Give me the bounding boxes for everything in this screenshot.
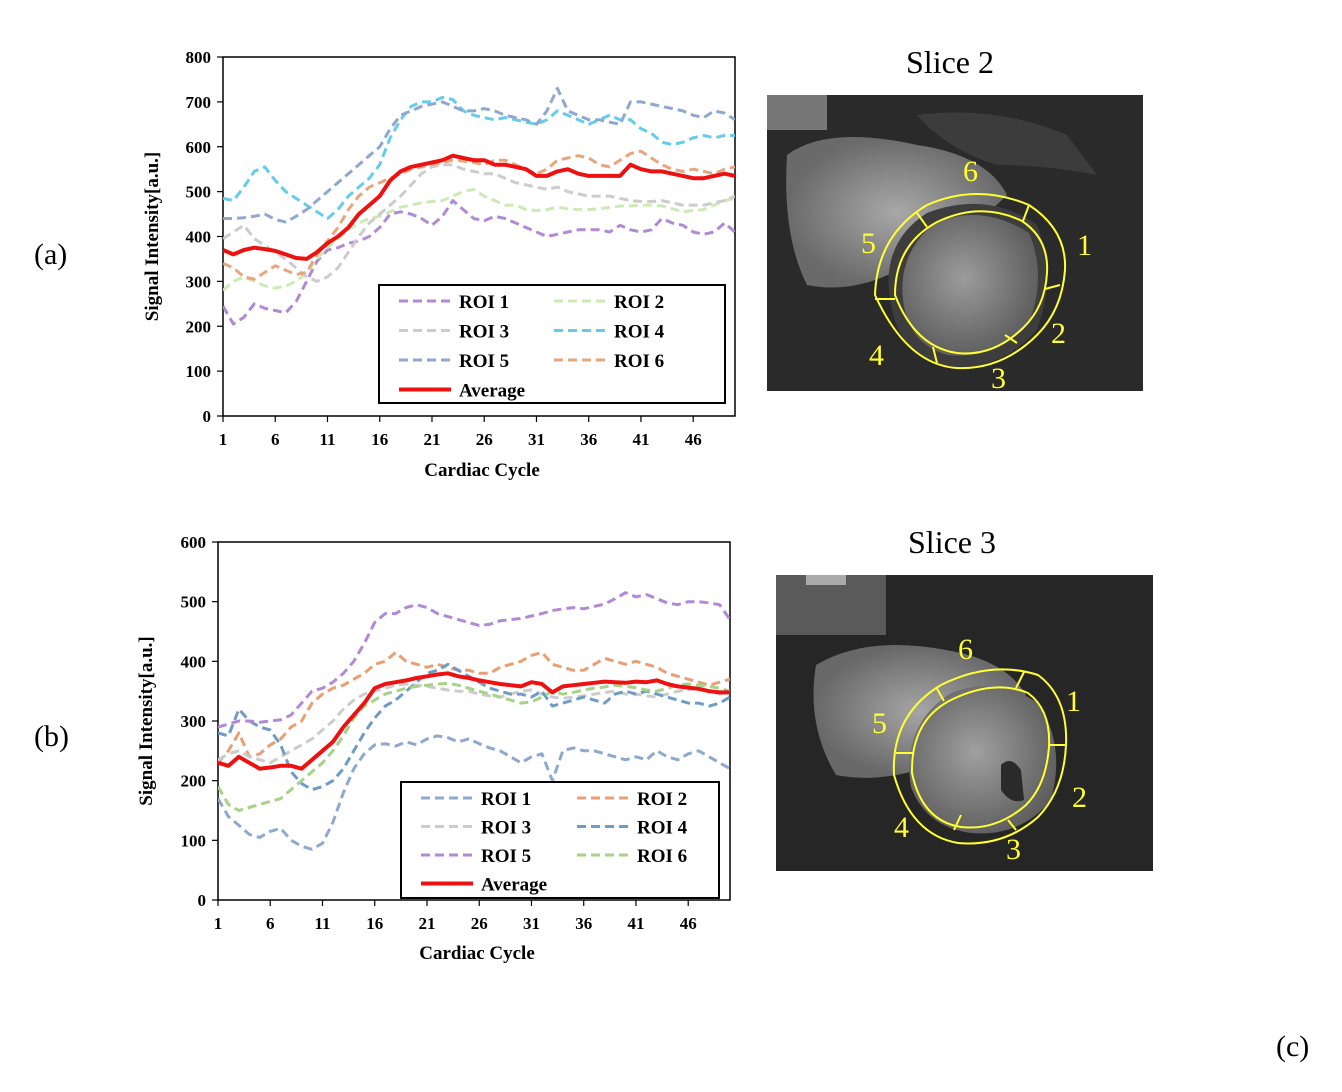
- legend-label: ROI 5: [481, 846, 531, 867]
- slice-2-image: 1 2 3 4 5 6: [767, 95, 1143, 391]
- y-tick-label: 800: [186, 48, 212, 67]
- x-tick-label: 46: [685, 430, 702, 449]
- x-tick-label: 31: [523, 914, 540, 933]
- x-tick-label: 31: [528, 430, 545, 449]
- y-tick-label: 400: [186, 228, 212, 247]
- y-tick-label: 500: [186, 183, 212, 202]
- series-line-average: [223, 153, 735, 261]
- y-axis-label: Signal Intensity[a.u.]: [142, 152, 163, 321]
- slice-2-segment-4: 4: [869, 339, 884, 372]
- y-tick-label: 200: [186, 317, 212, 336]
- series-line-roi-6: [223, 149, 735, 281]
- x-tick-label: 6: [271, 430, 280, 449]
- y-tick-label: 600: [181, 533, 207, 552]
- legend-box: [400, 781, 720, 899]
- y-tick-label: 300: [181, 712, 207, 731]
- series-line-roi-6: [218, 681, 730, 812]
- slice-2-segment-1: 1: [1077, 229, 1092, 262]
- slice-3-segment-2: 2: [1072, 781, 1087, 814]
- x-tick-label: 11: [314, 914, 330, 933]
- slice-3-title: Slice 3: [908, 524, 996, 560]
- panel-label-b: (b): [34, 720, 69, 753]
- legend-label: ROI 2: [637, 789, 687, 810]
- x-tick-label: 26: [471, 914, 488, 933]
- legend-label: ROI 2: [614, 292, 664, 313]
- x-axis-label: Cardiac Cycle: [424, 460, 540, 481]
- series-line-roi-5: [218, 591, 730, 729]
- slice-2-segment-6: 6: [963, 155, 978, 188]
- slice-3-segment-3: 3: [1006, 833, 1021, 866]
- y-tick-label: 400: [181, 652, 207, 671]
- y-tick-label: 200: [181, 772, 207, 791]
- legend-label: Average: [459, 381, 525, 402]
- y-tick-label: 0: [203, 407, 212, 426]
- x-axis-label: Cardiac Cycle: [419, 943, 535, 964]
- y-tick-label: 100: [186, 362, 212, 381]
- y-tick-label: 300: [186, 272, 212, 291]
- legend-label: Average: [481, 875, 547, 896]
- slice-2-segment-3: 3: [991, 362, 1006, 391]
- x-tick-label: 36: [580, 430, 597, 449]
- panel-label-c: (c): [1276, 1030, 1310, 1063]
- slice-2-title: Slice 2: [906, 44, 994, 80]
- x-tick-label: 41: [627, 914, 644, 933]
- legend-label: ROI 3: [459, 322, 509, 343]
- panel-label-a: (a): [34, 238, 68, 271]
- slice-2-segment-5: 5: [861, 227, 876, 260]
- legend-label: ROI 4: [614, 322, 665, 343]
- series-line-roi-4: [218, 662, 730, 792]
- y-tick-label: 600: [186, 138, 212, 157]
- series-line-roi-3: [218, 682, 730, 765]
- legend-label: ROI 1: [481, 789, 531, 810]
- legend-label: ROI 6: [637, 846, 687, 867]
- series-line-roi-3: [223, 163, 735, 283]
- series-line-roi-5: [223, 86, 735, 224]
- slice-3-segment-4: 4: [894, 811, 909, 844]
- legend-label: ROI 3: [481, 818, 531, 839]
- series-line-average: [218, 671, 730, 771]
- series-line-roi-2: [218, 650, 730, 764]
- y-tick-label: 100: [181, 831, 207, 850]
- legend-label: ROI 4: [637, 818, 688, 839]
- x-tick-label: 21: [423, 430, 440, 449]
- x-tick-label: 1: [214, 914, 223, 933]
- legend-label: ROI 6: [614, 351, 664, 372]
- y-tick-label: 500: [181, 593, 207, 612]
- x-tick-label: 16: [366, 914, 383, 933]
- slice-3-segment-6: 6: [958, 633, 973, 666]
- y-tick-label: 0: [198, 891, 207, 910]
- slice-3-image: 1 2 3 4 5 6: [776, 575, 1153, 871]
- slice-2-segment-2: 2: [1051, 317, 1066, 350]
- legend-box: [378, 284, 726, 404]
- legend-label: ROI 1: [459, 292, 509, 313]
- series-line-roi-2: [223, 187, 735, 292]
- x-tick-label: 46: [680, 914, 697, 933]
- slice-3-segment-1: 1: [1066, 685, 1081, 718]
- x-tick-label: 26: [476, 430, 493, 449]
- x-tick-label: 1: [219, 430, 228, 449]
- x-tick-label: 36: [575, 914, 592, 933]
- y-axis-label: Signal Intensity[a.u.]: [136, 636, 157, 805]
- x-tick-label: 21: [418, 914, 435, 933]
- series-line-roi-1: [223, 199, 735, 326]
- x-tick-label: 6: [266, 914, 275, 933]
- x-tick-label: 11: [319, 430, 335, 449]
- slice-3-segment-5: 5: [872, 707, 887, 740]
- x-tick-label: 41: [632, 430, 649, 449]
- legend-label: ROI 5: [459, 351, 509, 372]
- series-line-roi-1: [218, 734, 730, 851]
- x-tick-label: 16: [371, 430, 388, 449]
- y-tick-label: 700: [186, 93, 212, 112]
